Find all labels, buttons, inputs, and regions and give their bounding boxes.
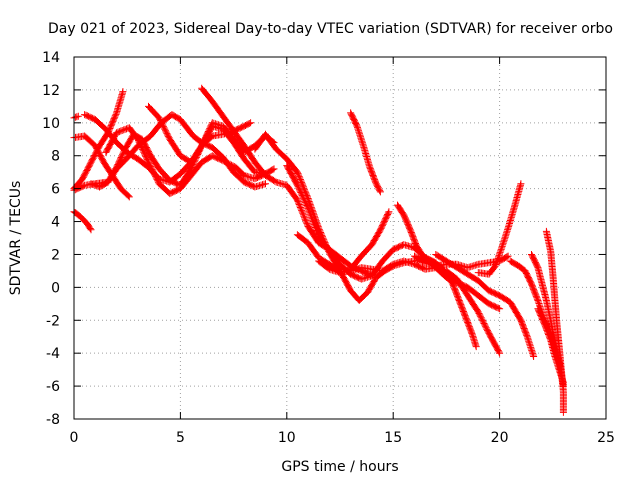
x-tick-label: 25: [597, 430, 615, 446]
series-markers: [432, 251, 538, 360]
series-markers: [145, 102, 278, 178]
data-series-arc-16: [394, 201, 480, 351]
axis-ticks: 0 5 10 15 20 25 -8 -6 -4 -2 0 2 4 6 8 10 12 14: [42, 50, 615, 446]
x-axis-label: GPS time / hours: [281, 459, 398, 475]
chart-title: Day 021 of 2023, Sidereal Day-to-day VTE…: [48, 21, 613, 37]
y-tick-label: -6: [46, 379, 60, 395]
series-markers: [102, 124, 269, 198]
series-markers: [347, 109, 384, 196]
y-tick-label: 14: [42, 50, 60, 66]
y-axis-label: SDTVAR / TECUs: [8, 181, 24, 296]
y-tick-label: 12: [42, 83, 60, 99]
x-tick-label: 15: [384, 430, 402, 446]
data-series-arc-18: [432, 251, 538, 360]
y-tick-label: -8: [46, 412, 60, 428]
y-tick-label: 10: [42, 116, 60, 132]
x-tick-label: 0: [70, 430, 79, 446]
y-tick-label: -4: [46, 346, 60, 362]
y-tick-label: 6: [51, 182, 60, 198]
x-tick-label: 20: [491, 430, 509, 446]
series-markers: [534, 305, 567, 387]
data-series-arc-23: [534, 305, 567, 387]
y-tick-label: -2: [46, 313, 60, 329]
x-tick-label: 10: [278, 430, 296, 446]
y-tick-label: 8: [51, 149, 60, 165]
series-markers: [474, 180, 525, 278]
series-markers: [70, 112, 82, 122]
series-markers: [251, 130, 440, 304]
data-series-arc-11: [251, 130, 440, 304]
data-series-arc-09: [145, 102, 278, 178]
data-markers: [70, 84, 567, 416]
y-tick-label: 2: [51, 247, 60, 263]
data-series-arc-15: [347, 109, 384, 196]
data-series-arc-01: [70, 112, 82, 122]
x-tick-label: 5: [176, 430, 185, 446]
y-tick-label: 0: [51, 280, 60, 296]
data-series-arc-19: [474, 180, 525, 278]
y-tick-label: 4: [51, 215, 60, 231]
data-series-arc-08: [102, 124, 269, 198]
series-markers: [394, 201, 480, 351]
plot-frame: [73, 56, 607, 420]
